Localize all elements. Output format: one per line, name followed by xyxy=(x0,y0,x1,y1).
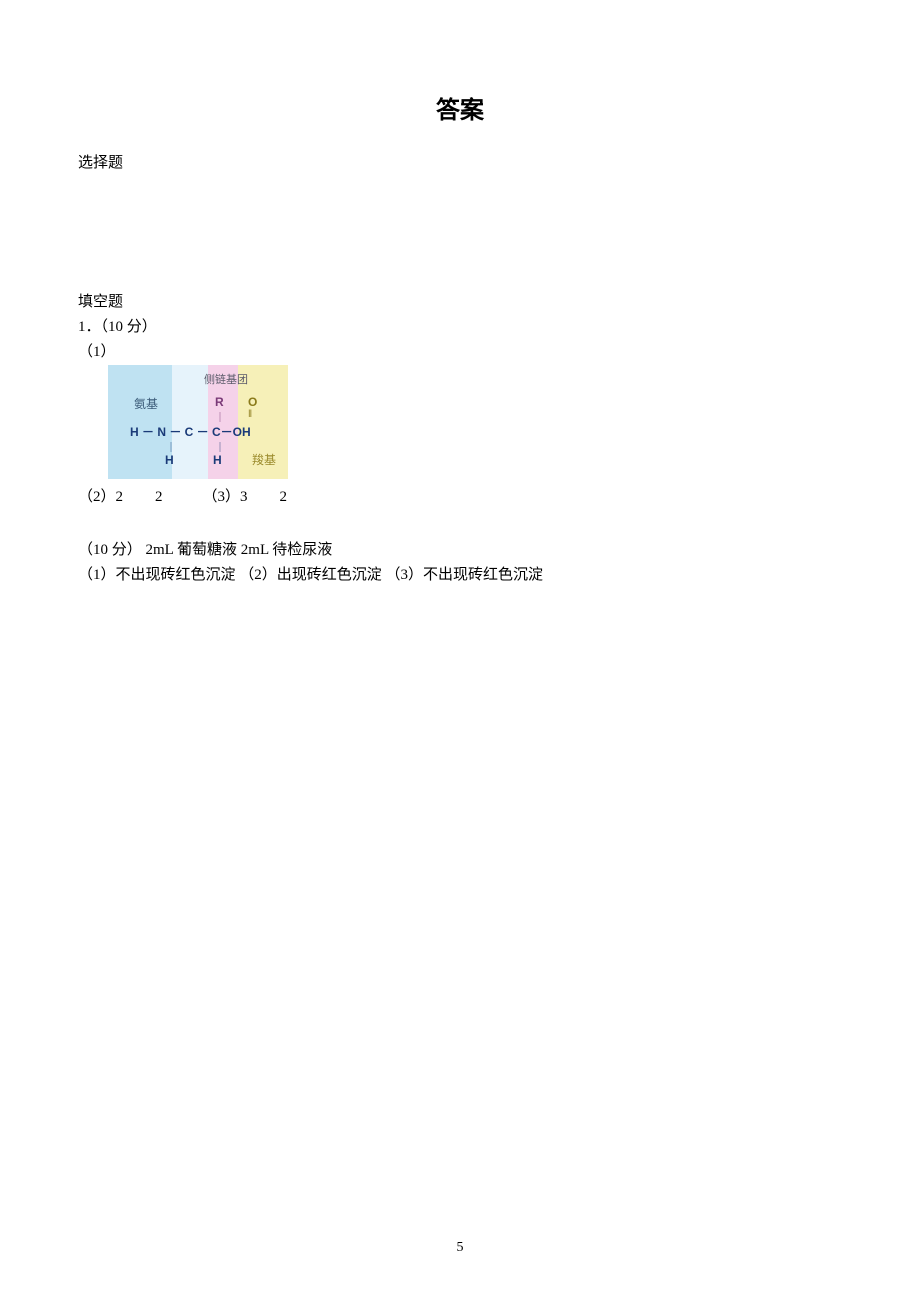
q1-part2-seg: 2 xyxy=(155,489,163,505)
bg-blue xyxy=(108,365,172,479)
page-title: 答案 xyxy=(78,90,842,125)
bond-r: ｜ xyxy=(215,409,225,424)
bond-c: ｜ xyxy=(215,439,225,454)
q2-line1: （10 分） 2mL 葡萄糖液 2mL 待检尿液 xyxy=(78,538,842,559)
q2-line2: （1）不出现砖红色沉淀 （2）出现砖红色沉淀 （3）不出现砖红色沉淀 xyxy=(78,563,842,584)
h-on-c: H xyxy=(213,453,222,467)
section-multiple-choice: 选择题 xyxy=(78,151,842,172)
q1-part2-seg: 2 xyxy=(280,489,288,505)
bond-o-double: ‖ xyxy=(248,409,252,420)
q1-part2-seg: （2）2 xyxy=(78,489,123,505)
q1-part2-seg: （3）3 xyxy=(203,489,248,505)
h-on-n: H xyxy=(165,453,174,467)
blank-space xyxy=(78,176,842,286)
section-fill-in: 填空题 xyxy=(78,290,842,311)
page-number: 5 xyxy=(0,1240,920,1256)
q1-part1-label: （1） xyxy=(78,340,842,361)
carboxyl-label: 羧基 xyxy=(252,451,276,468)
q1-header: 1．（10 分） xyxy=(78,315,842,336)
spacer xyxy=(78,510,842,534)
amino-label: 氨基 xyxy=(134,395,158,412)
bond-n: ｜ xyxy=(166,439,176,454)
r-group: R xyxy=(215,395,224,409)
q1-part2-line: （2）2 2 （3）3 2 xyxy=(78,485,842,506)
amino-acid-diagram: 侧链基团氨基羧基RO｜‖H － N － C － C－OH｜｜HH xyxy=(108,365,842,479)
o-atom: O xyxy=(248,395,257,409)
main-chain: H － N － C － C－OH xyxy=(130,423,251,440)
side-chain-label: 侧链基团 xyxy=(204,371,248,387)
bg-blue-light xyxy=(172,365,208,479)
